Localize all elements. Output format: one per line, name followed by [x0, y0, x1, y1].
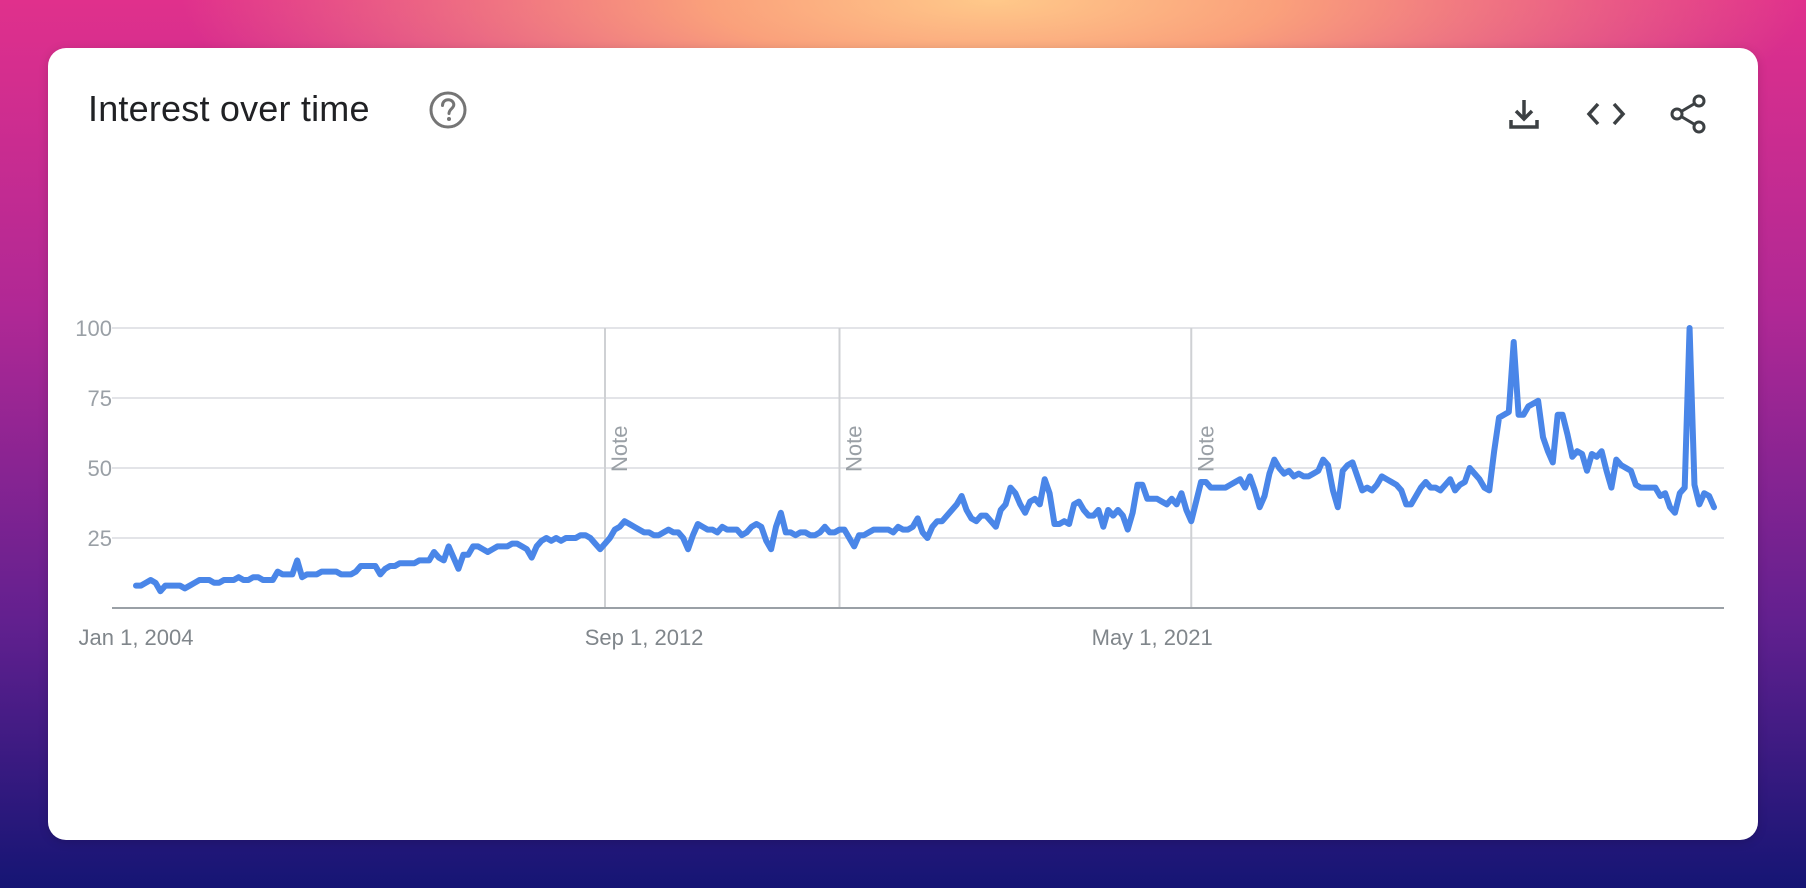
help-circle-icon[interactable]: [428, 90, 468, 130]
download-button[interactable]: [1502, 92, 1546, 136]
chart-title: Interest over time: [88, 88, 370, 129]
y-tick-label: 25: [88, 526, 112, 551]
y-tick-label: 100: [75, 316, 112, 341]
chart-actions: [1502, 92, 1710, 136]
x-tick-label: Sep 1, 2012: [585, 625, 704, 650]
series-line: [133, 325, 1717, 595]
share-icon: [1670, 94, 1706, 134]
x-tick-label: Jan 1, 2004: [79, 625, 194, 650]
note-label: Note: [607, 426, 632, 472]
interest-over-time-card: Interest over time: [48, 48, 1758, 840]
embed-button[interactable]: [1584, 92, 1628, 136]
y-tick-label: 50: [88, 456, 112, 481]
y-tick-label: 75: [88, 386, 112, 411]
note-label: Note: [842, 426, 867, 472]
line-chart: 100 75 50 25 Note Note Note Jan 1, 2004 Sep 1, 2…: [75, 316, 1724, 650]
x-tick-label: May 1, 2021: [1092, 625, 1213, 650]
note-label: Note: [1193, 426, 1218, 472]
code-icon: [1586, 102, 1626, 126]
download-icon: [1509, 100, 1539, 129]
share-button[interactable]: [1666, 92, 1710, 136]
